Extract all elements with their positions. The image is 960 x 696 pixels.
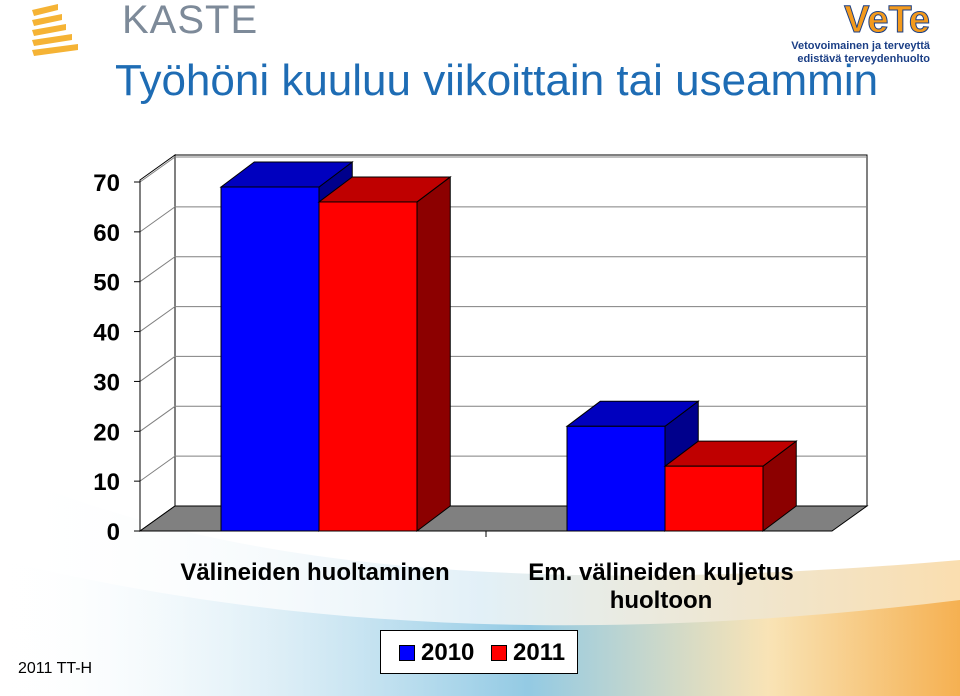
vete-subtitle-line1: Vetovoimainen ja terveyttä xyxy=(791,40,930,52)
category-label-2: Em. välineiden kuljetus huoltoon xyxy=(528,559,794,614)
y-tick-label-40: 40 xyxy=(93,320,120,347)
y-tick-label-60: 60 xyxy=(93,220,120,247)
bar-2011-1 xyxy=(318,201,418,532)
legend-item-2010: 2010 xyxy=(399,639,474,667)
vete-subtitle-line2: edistävä terveydenhuolto xyxy=(797,53,930,65)
kaste-logo: KASTE xyxy=(28,0,257,58)
y-tick-label-20: 20 xyxy=(93,419,120,446)
gridline-60 xyxy=(139,206,867,233)
category-label-1: Välineiden huoltaminen xyxy=(180,559,450,586)
legend-swatch-2011 xyxy=(491,645,507,661)
legend-swatch-2010 xyxy=(399,645,415,661)
vete-logo-text: VeTe xyxy=(844,0,931,41)
y-tick-label-50: 50 xyxy=(93,270,120,297)
gridline-70 xyxy=(139,156,867,183)
gridline-50 xyxy=(139,256,867,283)
bar-2010-1 xyxy=(220,186,320,532)
legend-label-2011: 2011 xyxy=(513,639,566,666)
gridline-30 xyxy=(139,355,867,382)
page-title: Työhöni kuuluu viikoittain tai useammin xyxy=(115,56,879,105)
y-tick-label-70: 70 xyxy=(93,170,120,197)
bar-side-2011-1 xyxy=(416,175,451,533)
chart-side-wall xyxy=(139,154,176,532)
legend-label-2010: 2010 xyxy=(421,639,475,666)
footer-text: 2011 TT-H xyxy=(18,660,93,677)
chart-legend: 2010 2011 xyxy=(380,630,578,674)
bar-2011-2 xyxy=(664,465,764,532)
gridline-40 xyxy=(139,306,867,332)
vete-logo: VeTe Vetovoimainen ja terveyttä edistävä… xyxy=(791,0,930,66)
legend-item-2011: 2011 xyxy=(491,639,565,667)
kaste-logo-text: KASTE xyxy=(122,0,259,42)
kaste-sun-icon xyxy=(32,4,78,56)
y-tick-label-30: 30 xyxy=(93,369,120,396)
y-tick-label-0: 0 xyxy=(107,519,120,546)
y-tick-label-10: 10 xyxy=(93,469,120,496)
bar-2010-2 xyxy=(566,425,666,532)
